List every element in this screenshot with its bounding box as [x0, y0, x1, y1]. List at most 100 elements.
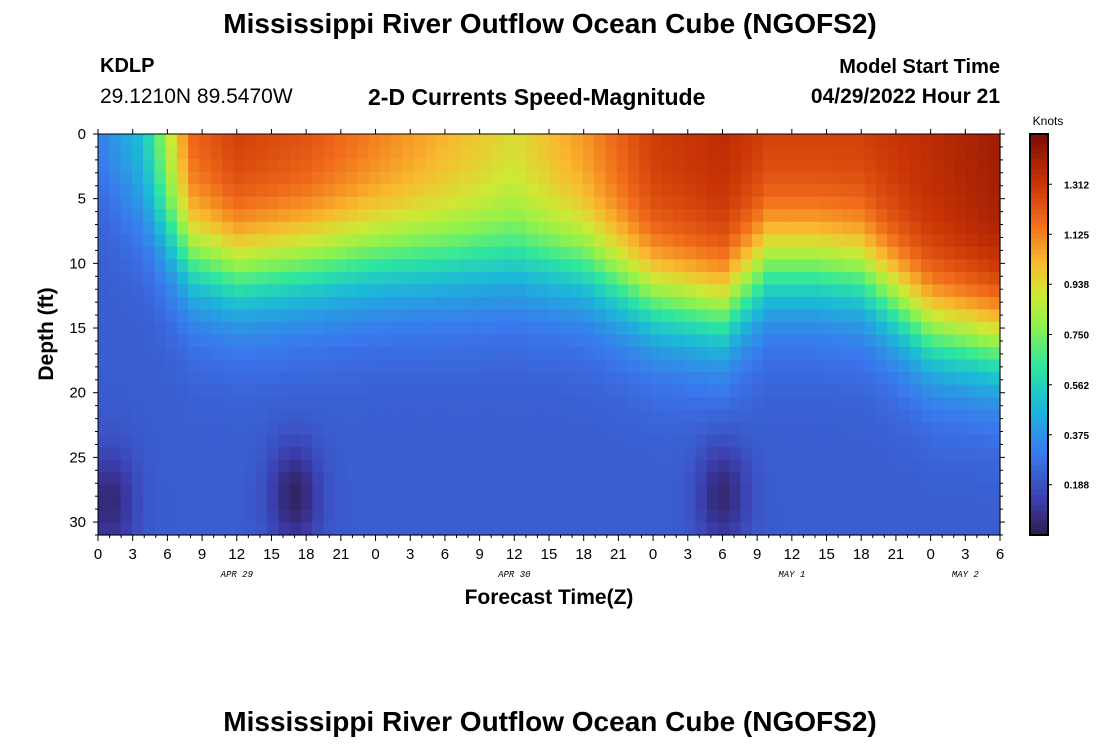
heatmap-cell [323, 171, 336, 185]
colorbar-segment [1030, 504, 1048, 511]
heatmap-cell [560, 359, 573, 373]
heatmap-cell [560, 134, 573, 148]
heatmap-cell [560, 209, 573, 223]
heatmap-cell [763, 359, 776, 373]
heatmap-cell [797, 146, 809, 160]
heatmap-cell [312, 234, 325, 248]
heatmap-cell [729, 196, 742, 210]
heatmap-cell [751, 271, 764, 285]
heatmap-cell [808, 372, 821, 386]
colorbar-segment [1030, 239, 1048, 245]
heatmap-cell [379, 234, 392, 248]
heatmap-cell [143, 296, 155, 311]
heatmap-cell [143, 522, 155, 536]
heatmap-cell [616, 359, 629, 373]
heatmap-cell [537, 484, 550, 499]
heatmap-cell [797, 384, 809, 398]
colorbar-tick-label: 0.188 [1064, 481, 1089, 492]
heatmap-cell [481, 434, 494, 448]
heatmap-cell [594, 472, 606, 486]
heatmap-cell [706, 434, 719, 448]
heatmap-cell [98, 384, 110, 398]
heatmap-cell [188, 171, 201, 185]
heatmap-cell [819, 159, 832, 173]
heatmap-cell [875, 422, 888, 436]
heatmap-cell [898, 271, 911, 285]
heatmap-cell [131, 397, 144, 411]
y-tick-label: 5 [78, 191, 86, 208]
heatmap-cell [650, 234, 663, 248]
heatmap-cell [165, 484, 178, 499]
heatmap-cell [977, 397, 990, 411]
heatmap-cell [109, 321, 122, 336]
heatmap-cell [954, 422, 967, 436]
heatmap-cell [143, 221, 155, 235]
heatmap-cell [402, 134, 415, 148]
heatmap-cell [887, 347, 900, 361]
heatmap-cell [830, 159, 843, 173]
heatmap-cell [143, 447, 155, 461]
heatmap-cell [875, 321, 888, 336]
heatmap-cell [650, 209, 663, 223]
heatmap-cell [537, 221, 550, 235]
heatmap-cell [830, 384, 843, 398]
heatmap-cell [808, 409, 821, 423]
heatmap-cell [199, 309, 212, 323]
heatmap-cell [199, 522, 212, 536]
heatmap-cell [864, 221, 877, 235]
heatmap-cell [424, 484, 437, 499]
heatmap-cell [560, 447, 573, 461]
heatmap-cell [887, 171, 900, 185]
heatmap-cell [515, 134, 528, 148]
heatmap-cell [661, 271, 674, 285]
heatmap-cell [300, 384, 313, 398]
heatmap-cell [131, 497, 144, 511]
heatmap-cell [549, 334, 561, 348]
heatmap-cell [830, 409, 843, 423]
heatmap-cell [684, 372, 697, 386]
heatmap-cell [233, 196, 246, 210]
heatmap-cell [233, 284, 246, 298]
y-tick-label: 0 [78, 126, 86, 143]
heatmap-cell [751, 397, 764, 411]
heatmap-cell [537, 284, 550, 298]
heatmap-cell [977, 347, 990, 361]
heatmap-cell [695, 309, 708, 323]
heatmap-cell [875, 334, 888, 348]
heatmap-cell [255, 184, 268, 198]
heatmap-cell [819, 209, 832, 223]
heatmap-cell [470, 234, 482, 248]
heatmap-cell [165, 359, 178, 373]
heatmap-cell [176, 134, 189, 148]
heatmap-cell [763, 484, 776, 499]
heatmap-cell [887, 159, 900, 173]
heatmap-cell [932, 372, 945, 386]
heatmap-cell [695, 509, 708, 524]
heatmap-cell [729, 422, 742, 436]
heatmap-cell [131, 246, 144, 260]
heatmap-cell [898, 447, 911, 461]
heatmap-cell [210, 422, 223, 436]
heatmap-cell [176, 484, 189, 499]
heatmap-cell [932, 509, 945, 524]
heatmap-cell [864, 484, 877, 499]
heatmap-cell [718, 159, 731, 173]
heatmap-cell [131, 309, 144, 323]
heatmap-cell [447, 146, 460, 160]
heatmap-cell [571, 221, 584, 235]
x-tick-label: 3 [129, 546, 137, 563]
heatmap-cell [921, 472, 933, 486]
heatmap-cell [413, 284, 426, 298]
heatmap-cell [143, 209, 155, 223]
heatmap-cell [684, 509, 697, 524]
heatmap-cell [424, 246, 437, 260]
colorbar-segment [1030, 394, 1048, 401]
heatmap-cell [526, 196, 539, 210]
heatmap-cell [684, 184, 697, 198]
heatmap-cell [830, 309, 843, 323]
heatmap-cell [233, 347, 246, 361]
heatmap-cell [165, 284, 178, 298]
heatmap-cell [819, 347, 832, 361]
heatmap-cell [222, 234, 234, 248]
y-tick-label: 20 [69, 385, 86, 402]
